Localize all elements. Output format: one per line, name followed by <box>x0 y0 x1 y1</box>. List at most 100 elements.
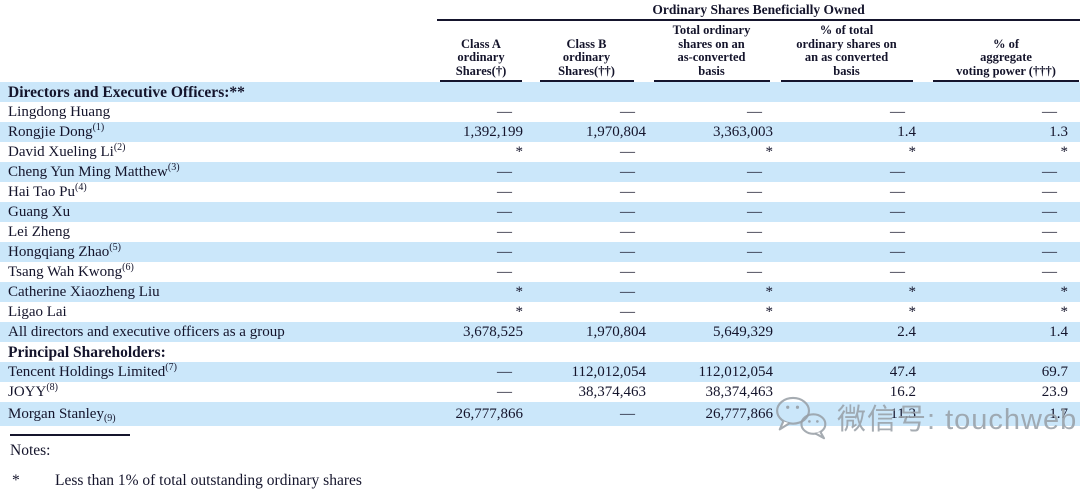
cell-value: * <box>775 142 918 162</box>
cell-value: 1,970,804 <box>525 322 648 342</box>
table-body: Directors and Executive Officers:** Lingd… <box>0 82 1080 426</box>
row-name: Guang Xu <box>0 202 437 222</box>
column-header-line: Class B <box>566 36 607 51</box>
footnote-superscript: (6) <box>122 262 134 273</box>
cell-value: — <box>648 202 775 222</box>
cell-value-text: — <box>497 103 512 120</box>
column-header-line: voting power (†††) <box>956 63 1056 78</box>
cell-value-text: — <box>747 203 762 220</box>
cell-value: — <box>525 222 648 242</box>
cell-value-text: — <box>497 263 512 280</box>
footnote-text: Less than 1% of total outstanding ordina… <box>55 472 362 489</box>
cell-value: * <box>437 142 525 162</box>
cell-value: — <box>918 182 1080 202</box>
cell-value-text: — <box>620 183 635 200</box>
cell-value: 47.4 <box>775 362 918 382</box>
column-header-line: an as converted <box>804 50 889 64</box>
cell-value-text: * <box>515 143 524 160</box>
cell-value: — <box>525 282 648 302</box>
cell-value: — <box>918 102 1080 122</box>
column-header-line: ordinary <box>457 50 505 64</box>
row-name: Catherine Xiaozheng Liu <box>0 282 437 302</box>
table-row: Lei Zheng — — — — — <box>0 222 1080 242</box>
cell-value: — <box>648 262 775 282</box>
cell-value: — <box>525 242 648 262</box>
cell-value: — <box>437 262 525 282</box>
cell-value-text: 1.4 <box>897 123 916 140</box>
cell-value: 112,012,054 <box>525 362 648 382</box>
cell-value: 38,374,463 <box>525 382 648 402</box>
cell-value: 26,777,866 <box>648 402 775 426</box>
cell-value: — <box>918 222 1080 242</box>
row-name: Tencent Holdings Limited(7) <box>0 362 437 382</box>
cell-value-text: — <box>620 163 635 180</box>
cell-value-text: — <box>620 143 635 160</box>
cell-value-text: — <box>497 163 512 180</box>
cell-value: — <box>525 142 648 162</box>
footnote-superscript: (7) <box>165 362 177 373</box>
cell-value: — <box>525 102 648 122</box>
table-row: Principal Shareholders: <box>0 342 1080 362</box>
row-name: Directors and Executive Officers:** <box>0 82 437 102</box>
cell-value-text: — <box>747 263 762 280</box>
row-name-text: Morgan Stanley <box>8 405 104 422</box>
cell-value: 112,012,054 <box>648 362 775 382</box>
row-name: Hongqiang Zhao(5) <box>0 242 437 262</box>
cell-value: 1,392,199 <box>437 122 525 142</box>
cell-value: — <box>775 262 918 282</box>
cell-value: — <box>525 302 648 322</box>
cell-value-text: 16.2 <box>889 383 916 400</box>
cell-value <box>648 82 775 102</box>
table-row: Hongqiang Zhao(5) — — — — — <box>0 242 1080 262</box>
cell-value-text: * <box>1060 283 1069 300</box>
cell-value-text: — <box>890 103 905 120</box>
cell-value: 23.9 <box>918 382 1080 402</box>
table-row: Tencent Holdings Limited(7) — 112,012,054 1… <box>0 362 1080 382</box>
column-header-line: % of <box>992 36 1020 51</box>
cell-value: 1.3 <box>918 122 1080 142</box>
cell-value-text: — <box>747 223 762 240</box>
row-name: JOYY(8) <box>0 382 437 402</box>
cell-value-text: * <box>765 143 774 160</box>
cell-value-text: — <box>747 103 762 120</box>
cell-value-text: 112,012,054 <box>698 363 773 380</box>
cell-value-text: * <box>765 283 774 300</box>
name-column-header <box>0 20 437 82</box>
row-name-text: Ligao Lai <box>8 303 67 320</box>
table-row: Hai Tao Pu(4) — — — — — <box>0 182 1080 202</box>
row-name: David Xueling Li(2) <box>0 142 437 162</box>
table-row: Tsang Wah Kwong(6) — — — — — <box>0 262 1080 282</box>
cell-value: 5,649,329 <box>648 322 775 342</box>
notes-divider <box>10 434 130 436</box>
table-row: Cheng Yun Ming Matthew(3) — — — — — <box>0 162 1080 182</box>
cell-value: — <box>437 202 525 222</box>
cell-value: * <box>918 282 1080 302</box>
row-name-text: JOYY <box>8 383 47 400</box>
row-name: Rongjie Dong(1) <box>0 122 437 142</box>
footnote-superscript: (8) <box>46 382 59 393</box>
cell-value: * <box>775 302 918 322</box>
row-name-text: David Xueling Li <box>8 143 114 160</box>
cell-value-text: — <box>620 303 635 320</box>
row-name-text: Lei Zheng <box>8 223 71 240</box>
table-row: Directors and Executive Officers:** <box>0 82 1080 102</box>
cell-value: 11.3 <box>775 402 918 426</box>
cell-value-text: — <box>497 223 512 240</box>
row-name-text: Catherine Xiaozheng Liu <box>8 283 160 300</box>
cell-value: — <box>648 102 775 122</box>
cell-value-text: — <box>620 283 635 300</box>
cell-value-text: — <box>1042 163 1058 180</box>
row-name: Lei Zheng <box>0 222 437 242</box>
cell-value <box>775 342 918 362</box>
column-header-line: ordinary <box>562 50 611 64</box>
cell-value: 69.7 <box>918 362 1080 382</box>
table-row: Guang Xu — — — — — <box>0 202 1080 222</box>
row-name: Principal Shareholders: <box>0 342 437 362</box>
cell-value-text: — <box>1042 103 1058 120</box>
cell-value: — <box>648 182 775 202</box>
cell-value: — <box>437 242 525 262</box>
cell-value-text: * <box>765 303 774 320</box>
cell-value: * <box>648 302 775 322</box>
